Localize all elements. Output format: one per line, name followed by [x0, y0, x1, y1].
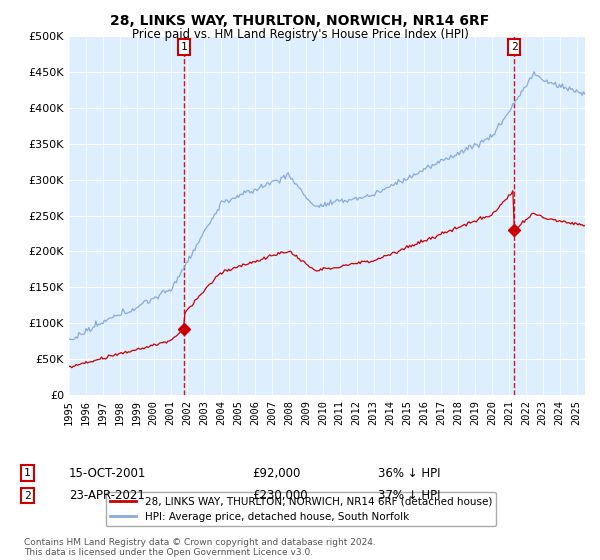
Text: Price paid vs. HM Land Registry's House Price Index (HPI): Price paid vs. HM Land Registry's House … [131, 28, 469, 41]
Text: 2: 2 [24, 491, 31, 501]
Text: 28, LINKS WAY, THURLTON, NORWICH, NR14 6RF: 28, LINKS WAY, THURLTON, NORWICH, NR14 6… [110, 14, 490, 28]
Text: 36% ↓ HPI: 36% ↓ HPI [378, 466, 440, 480]
Text: 2: 2 [511, 42, 517, 52]
Text: 1: 1 [181, 42, 187, 52]
Text: 1: 1 [24, 468, 31, 478]
Text: £230,000: £230,000 [252, 489, 308, 502]
Legend: 28, LINKS WAY, THURLTON, NORWICH, NR14 6RF (detached house), HPI: Average price,: 28, LINKS WAY, THURLTON, NORWICH, NR14 6… [106, 492, 496, 526]
Text: 37% ↓ HPI: 37% ↓ HPI [378, 489, 440, 502]
Text: 15-OCT-2001: 15-OCT-2001 [69, 466, 146, 480]
Text: £92,000: £92,000 [252, 466, 301, 480]
Text: 23-APR-2021: 23-APR-2021 [69, 489, 145, 502]
Text: Contains HM Land Registry data © Crown copyright and database right 2024.
This d: Contains HM Land Registry data © Crown c… [24, 538, 376, 557]
